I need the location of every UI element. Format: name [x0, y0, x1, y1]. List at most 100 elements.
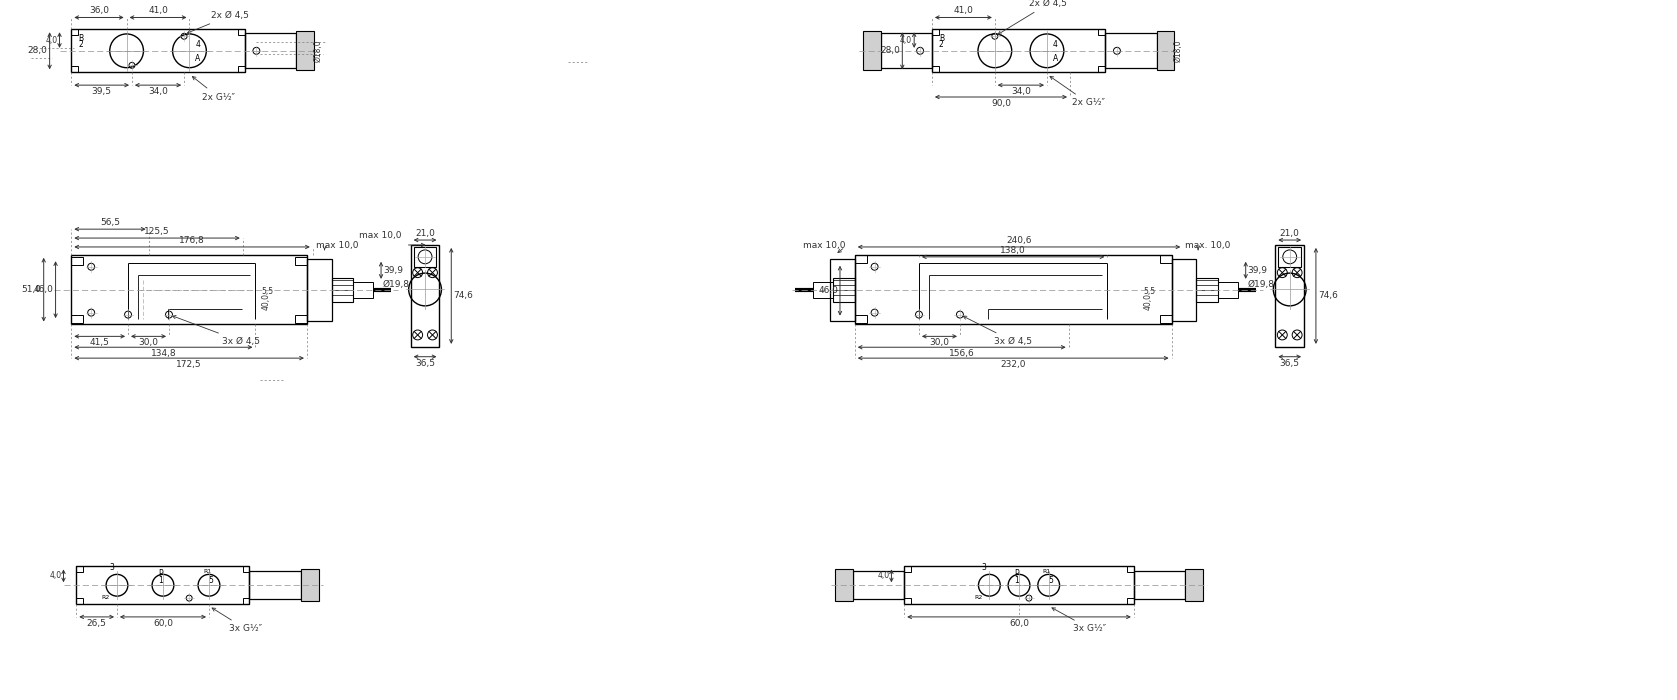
Bar: [72, 66, 79, 72]
Bar: [833, 278, 855, 302]
Text: 41,0: 41,0: [954, 6, 973, 15]
Text: 4,0: 4,0: [49, 571, 62, 580]
Text: max 10,0: max 10,0: [803, 241, 845, 250]
Text: 34,0: 34,0: [148, 87, 168, 96]
Text: B: B: [939, 34, 944, 43]
Bar: [307, 259, 332, 321]
Text: 156,6: 156,6: [949, 349, 974, 358]
Bar: [295, 257, 307, 265]
Bar: [932, 29, 1105, 72]
Bar: [932, 29, 939, 35]
Bar: [300, 569, 319, 601]
Text: 51,0: 51,0: [22, 285, 42, 294]
Bar: [414, 247, 436, 267]
Bar: [813, 282, 833, 298]
Text: 21,0: 21,0: [416, 229, 434, 238]
Text: 232,0: 232,0: [1001, 360, 1026, 369]
Text: 3: 3: [109, 564, 114, 573]
Text: 3x G¹⁄₂″: 3x G¹⁄₂″: [211, 608, 262, 634]
Text: 3x G¹⁄₂″: 3x G¹⁄₂″: [1051, 608, 1107, 634]
Text: 39,9: 39,9: [1248, 266, 1268, 275]
Text: 56,5: 56,5: [101, 218, 121, 228]
Bar: [295, 314, 307, 323]
Bar: [1127, 566, 1134, 573]
Text: 39,9: 39,9: [382, 266, 402, 275]
Text: 3x Ø 4,5: 3x Ø 4,5: [963, 316, 1031, 346]
Text: 36,0: 36,0: [89, 6, 109, 15]
Bar: [72, 29, 79, 35]
Text: 5: 5: [1048, 576, 1053, 585]
Bar: [1127, 598, 1134, 604]
Text: 5,5: 5,5: [262, 287, 273, 296]
Bar: [932, 66, 939, 72]
Text: 36,5: 36,5: [1280, 358, 1300, 368]
Bar: [1278, 247, 1301, 267]
Bar: [1159, 314, 1172, 323]
Bar: [72, 29, 245, 72]
Text: 2x G¹⁄₂″: 2x G¹⁄₂″: [193, 76, 235, 101]
Text: 40,0: 40,0: [262, 293, 270, 310]
Bar: [77, 566, 250, 604]
Text: Ø18,0: Ø18,0: [1174, 39, 1182, 62]
Text: 4,0: 4,0: [901, 36, 912, 45]
Bar: [1159, 255, 1172, 262]
Bar: [1276, 245, 1305, 346]
Text: 39,5: 39,5: [92, 87, 112, 96]
Text: 36,5: 36,5: [416, 358, 434, 368]
Bar: [332, 278, 354, 302]
Bar: [411, 245, 439, 346]
Text: max 10,0: max 10,0: [315, 241, 359, 250]
Bar: [245, 34, 295, 69]
Text: 40,0: 40,0: [1144, 293, 1152, 310]
Bar: [250, 571, 300, 599]
Text: 30,0: 30,0: [139, 338, 159, 347]
Bar: [1098, 66, 1105, 72]
Bar: [354, 282, 374, 298]
Text: 46,0: 46,0: [818, 286, 838, 295]
Text: 74,6: 74,6: [453, 291, 473, 300]
Bar: [72, 257, 84, 265]
Bar: [830, 259, 855, 321]
Text: Ø19,8: Ø19,8: [382, 280, 411, 289]
Text: P: P: [159, 569, 163, 578]
Bar: [1134, 571, 1186, 599]
Bar: [855, 314, 867, 323]
Bar: [72, 314, 84, 323]
Bar: [862, 32, 880, 70]
Text: Ø18,0: Ø18,0: [314, 39, 322, 62]
Text: 2: 2: [79, 40, 84, 49]
Bar: [72, 255, 307, 325]
Text: 2x Ø 4,5: 2x Ø 4,5: [188, 11, 250, 33]
Text: A: A: [196, 54, 201, 63]
Text: 125,5: 125,5: [144, 227, 169, 236]
Text: 134,8: 134,8: [151, 349, 176, 358]
Text: 172,5: 172,5: [176, 360, 201, 369]
Text: 41,0: 41,0: [148, 6, 168, 15]
Text: 4: 4: [1053, 40, 1058, 49]
Text: 2: 2: [939, 40, 944, 49]
Text: 2x Ø 4,5: 2x Ø 4,5: [998, 0, 1067, 34]
Text: 240,6: 240,6: [1006, 236, 1031, 245]
Text: 5,5: 5,5: [1144, 287, 1155, 296]
Bar: [1172, 259, 1196, 321]
Text: 176,8: 176,8: [179, 236, 205, 245]
Text: R1: R1: [1043, 569, 1051, 575]
Text: max 10,0: max 10,0: [359, 231, 402, 240]
Bar: [855, 255, 1172, 325]
Bar: [238, 29, 245, 35]
Text: 1: 1: [159, 576, 163, 585]
Text: P: P: [1015, 569, 1020, 578]
Bar: [238, 66, 245, 72]
Text: 138,0: 138,0: [999, 246, 1026, 255]
Bar: [295, 32, 314, 70]
Text: 5: 5: [208, 576, 213, 585]
Bar: [1105, 34, 1157, 69]
Text: Ø19,8: Ø19,8: [1248, 280, 1275, 289]
Text: R1: R1: [203, 569, 211, 575]
Text: 4,0: 4,0: [45, 36, 57, 45]
Bar: [1157, 32, 1174, 70]
Bar: [854, 571, 904, 599]
Text: R2: R2: [102, 595, 111, 600]
Text: 1: 1: [1015, 576, 1020, 585]
Text: 28,0: 28,0: [29, 46, 47, 55]
